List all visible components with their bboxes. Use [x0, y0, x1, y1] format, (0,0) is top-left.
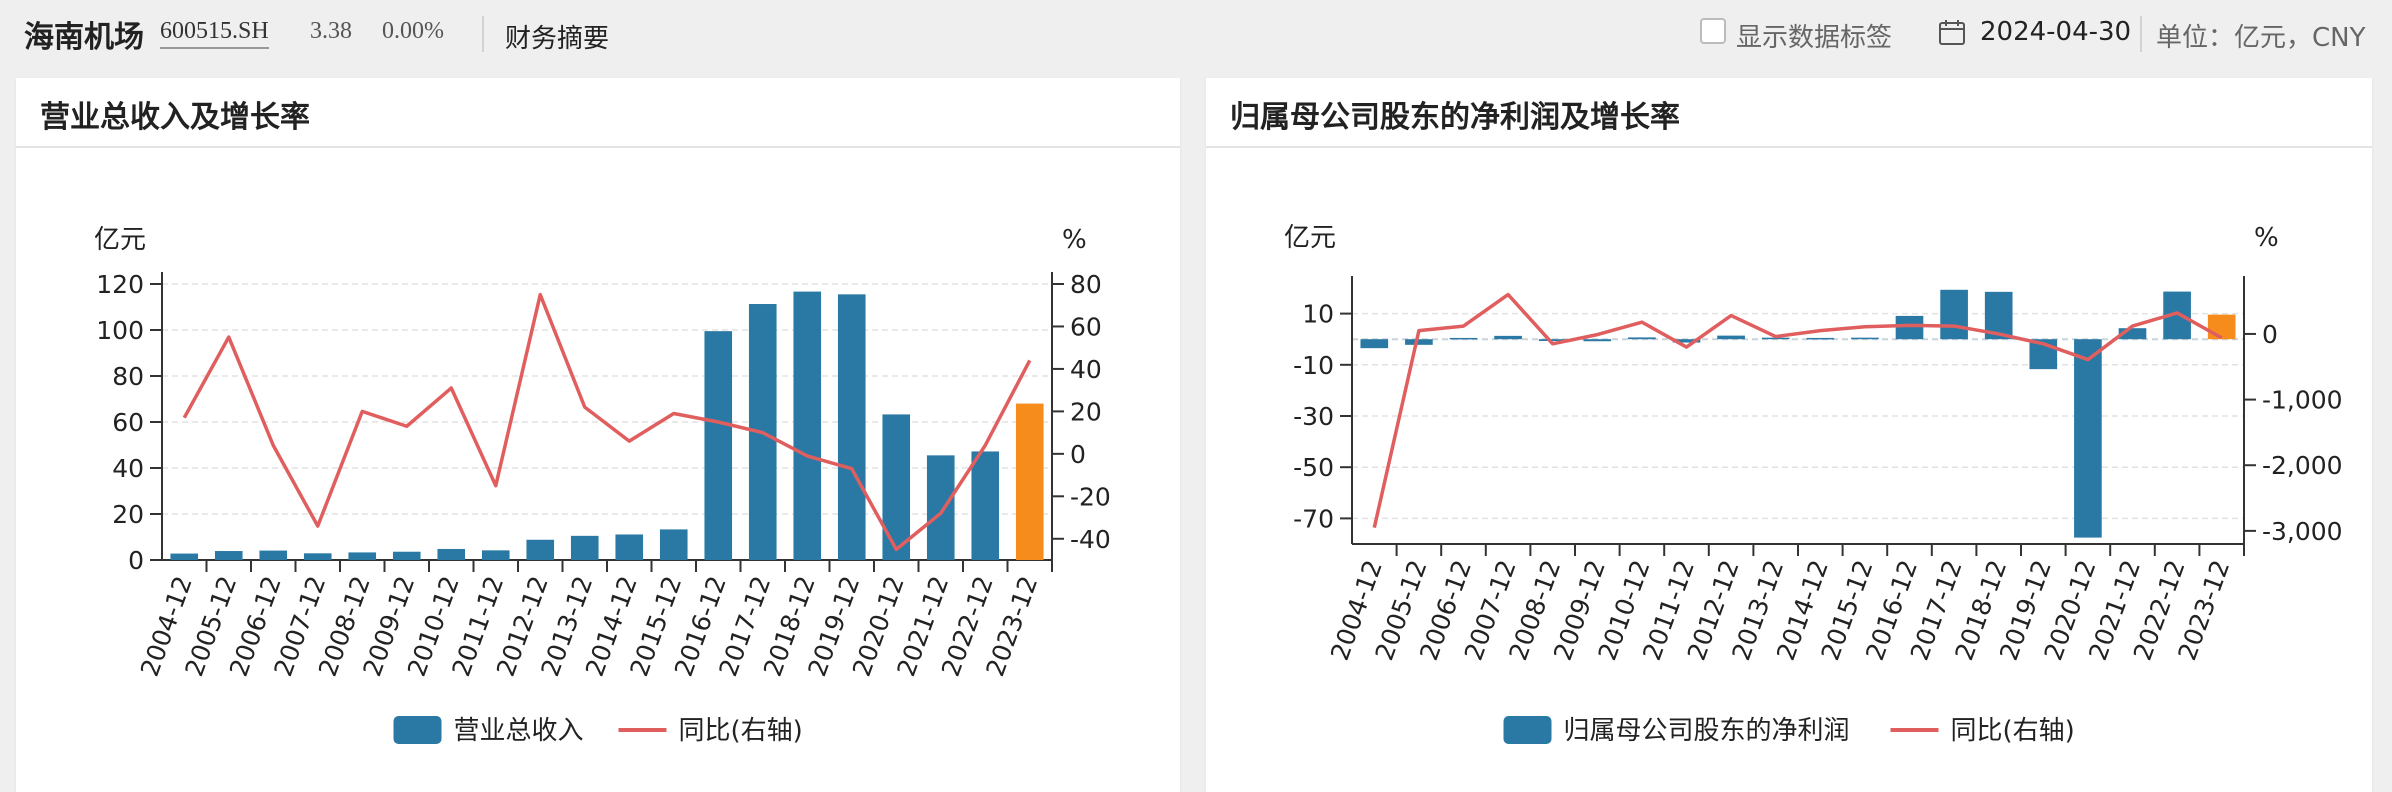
- bar: [882, 414, 911, 560]
- net-profit-chart-panel: 归属母公司股东的净利润及增长率 -70 -50 -30 -10 10 -3,000 -2,0…: [1206, 78, 2372, 792]
- bar: [971, 451, 1000, 560]
- legend-label: 归属母公司股东的净利润: [1564, 716, 1850, 746]
- bar: [214, 551, 243, 560]
- stock-change-pct: 0.00%: [382, 18, 444, 44]
- report-date-picker[interactable]: 2024-04-30: [1980, 17, 2132, 47]
- y-right-tick-label: -3,000: [2262, 517, 2343, 546]
- y-right-tick-label: 60: [1070, 312, 1102, 341]
- bar: [348, 552, 377, 560]
- bar: [170, 553, 199, 560]
- y-right-unit: %: [1062, 225, 1087, 255]
- y-left-unit: 亿元: [1284, 223, 1336, 253]
- legend-swatch-bar: [393, 716, 442, 744]
- unit-label: 单位：亿元，CNY: [2156, 23, 2366, 53]
- bar: [437, 548, 466, 560]
- legend-label: 同比(右轴): [679, 716, 803, 746]
- bar: [1851, 337, 1879, 340]
- bar: [526, 539, 555, 560]
- bar: [793, 291, 822, 560]
- bar: [1538, 339, 1567, 341]
- y-right-unit: %: [2254, 223, 2279, 253]
- y-left-tick-label: 100: [96, 316, 144, 345]
- panel-title-divider: [1206, 146, 2372, 148]
- net-profit-chart-title: 归属母公司股东的净利润及增长率: [1230, 100, 1680, 135]
- y-left-tick-label: 60: [112, 408, 144, 437]
- bar: [837, 294, 866, 560]
- bar: [1360, 339, 1389, 349]
- bar: [1895, 315, 1924, 340]
- y-left-tick-label: 0: [128, 546, 144, 575]
- bar: [303, 553, 332, 560]
- y-right-tick-label: -1,000: [2262, 386, 2343, 415]
- bar: [392, 551, 421, 560]
- y-left-tick-label: -50: [1293, 453, 1334, 482]
- yoy-line: [182, 292, 1032, 552]
- bar: [1583, 339, 1612, 342]
- legend-label: 同比(右轴): [1951, 716, 2075, 746]
- show-data-labels-checkbox[interactable]: [1700, 18, 1726, 44]
- bar: [1806, 337, 1835, 340]
- y-left-tick-label: 10: [1302, 300, 1334, 329]
- y-left-tick-label: 80: [112, 362, 144, 391]
- calendar-icon[interactable]: [1938, 18, 1966, 46]
- y-left-tick-label: 40: [112, 454, 144, 483]
- chart-legend: 归属母公司股东的净利润 同比(右轴): [1503, 716, 2075, 746]
- bar: [1761, 337, 1790, 340]
- stock-name: 海南机场: [24, 20, 144, 55]
- y-left-unit: 亿元: [94, 225, 146, 255]
- y-right-tick-label: 20: [1070, 397, 1102, 426]
- stock-header: 海南机场 600515.SH 3.38 0.00% 财务摘要 显示数据标签 20…: [0, 0, 2392, 70]
- header-divider: [482, 16, 484, 52]
- show-data-labels-label[interactable]: 显示数据标签: [1736, 23, 1893, 53]
- bar: [259, 550, 288, 560]
- legend-swatch-bar: [1503, 716, 1552, 744]
- bar: [1015, 403, 1044, 560]
- panel-title-divider: [16, 146, 1180, 148]
- bar: [615, 534, 644, 560]
- yoy-line: [1372, 292, 2223, 528]
- bar: [1449, 337, 1478, 340]
- bar: [704, 331, 733, 560]
- chart-legend: 营业总收入 同比(右轴): [393, 716, 803, 746]
- bar: [1405, 339, 1433, 345]
- y-right-tick-label: 40: [1070, 355, 1102, 384]
- y-left-tick-label: -70: [1293, 504, 1334, 533]
- y-right-tick-label: 0: [2262, 320, 2278, 349]
- bar: [1628, 337, 1656, 340]
- y-right-tick-label: -2,000: [2262, 451, 2343, 480]
- bar: [1494, 335, 1522, 340]
- bar: [926, 455, 955, 560]
- tab-financial-summary[interactable]: 财务摘要: [505, 24, 610, 54]
- header-divider-2: [2140, 16, 2142, 52]
- stock-price: 3.38: [310, 18, 352, 44]
- stock-code-link[interactable]: 600515.SH: [160, 18, 269, 49]
- revenue-chart-panel: 营业总收入及增长率 0 20 40 60 80 100 120 -40 -20 0 20 40 60 80…: [16, 78, 1180, 792]
- y-left-tick-label: 20: [112, 500, 144, 529]
- bar: [2118, 328, 2147, 340]
- y-left-tick-label: -10: [1293, 351, 1334, 380]
- revenue-chart-title: 营业总收入及增长率: [40, 100, 310, 135]
- y-left-tick-label: 120: [96, 270, 144, 299]
- bar: [1672, 339, 1701, 343]
- y-right-tick-label: 80: [1070, 270, 1102, 299]
- bar: [570, 535, 599, 560]
- y-left-tick-label: -30: [1293, 402, 1334, 431]
- bar: [2207, 314, 2236, 340]
- bar: [2074, 339, 2102, 538]
- bar: [481, 550, 510, 560]
- bar: [1940, 289, 1968, 340]
- bar: [1717, 335, 1745, 340]
- bar: [659, 529, 688, 560]
- y-right-tick-label: -20: [1070, 482, 1111, 511]
- legend-label: 营业总收入: [454, 716, 584, 746]
- y-right-tick-label: -40: [1070, 525, 1111, 554]
- y-right-tick-label: 0: [1070, 440, 1086, 469]
